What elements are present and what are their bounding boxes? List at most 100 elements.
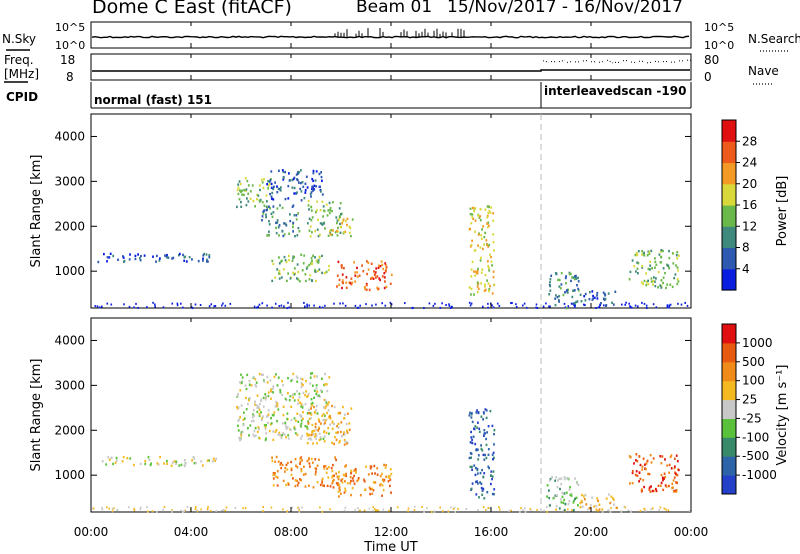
- range-cell: [243, 417, 246, 420]
- range-cell: [286, 412, 289, 415]
- range-cell: [640, 490, 643, 493]
- range-cell: [272, 391, 274, 394]
- range-cell: [139, 462, 142, 466]
- range-cell: [312, 179, 315, 183]
- range-cell: [299, 401, 301, 404]
- range-cell: [270, 186, 273, 189]
- range-cell: [470, 243, 473, 247]
- range-cell: [306, 412, 309, 415]
- range-cell: [237, 392, 240, 396]
- range-cell: [370, 277, 372, 280]
- range-cell: [644, 509, 647, 512]
- range-cell: [659, 284, 662, 287]
- range-cell: [334, 456, 336, 459]
- nave-trace: [542, 59, 694, 64]
- range-cell: [387, 480, 390, 483]
- range-cell: [310, 256, 313, 260]
- range-cell: [103, 252, 105, 256]
- range-cell: [334, 435, 336, 439]
- range-cell: [294, 432, 297, 435]
- colorbar-tick-label: 4: [742, 262, 750, 276]
- range-cell: [288, 172, 290, 175]
- range-cell: [599, 303, 601, 307]
- cpid-segment-normal: normal (fast) 151: [94, 93, 212, 107]
- range-cell: [328, 432, 330, 435]
- colorbar-segment: [722, 437, 736, 457]
- range-cell: [641, 253, 643, 256]
- range-cell: [375, 509, 377, 512]
- range-cell: [629, 456, 632, 459]
- range-cell: [338, 215, 341, 218]
- range-cell: [350, 493, 352, 497]
- range-cell: [297, 212, 300, 215]
- range-cell: [605, 304, 608, 307]
- range-cell: [332, 463, 334, 467]
- range-cell: [251, 184, 254, 187]
- range-cell: [583, 295, 586, 298]
- range-cell: [175, 462, 177, 465]
- range-cell: [129, 457, 132, 460]
- range-cell: [650, 249, 653, 253]
- range-cell: [484, 231, 487, 235]
- range-cell: [289, 213, 291, 216]
- range-cell: [476, 281, 479, 284]
- range-cell: [332, 486, 335, 489]
- range-cell: [282, 432, 284, 435]
- range-cell: [353, 482, 356, 485]
- range-cell: [316, 442, 318, 445]
- range-cell: [286, 426, 289, 429]
- range-cell: [346, 482, 349, 485]
- range-cell: [378, 264, 380, 267]
- range-cell: [674, 273, 677, 276]
- range-cell: [245, 203, 248, 207]
- range-cell: [568, 273, 571, 276]
- range-cell: [323, 440, 326, 443]
- range-cell: [139, 259, 142, 262]
- range-cell: [209, 509, 212, 512]
- range-cell: [241, 189, 243, 192]
- range-cell: [279, 204, 281, 207]
- range-cell: [567, 477, 569, 480]
- range-cell: [667, 509, 670, 512]
- range-cell: [275, 221, 277, 225]
- range-cell: [315, 470, 317, 473]
- range-cell: [343, 491, 346, 494]
- range-cell: [268, 223, 271, 226]
- range-cell: [604, 297, 607, 301]
- range-cell: [314, 270, 317, 273]
- range-cell: [597, 509, 599, 512]
- range-cell: [598, 508, 601, 511]
- range-cell: [545, 302, 547, 305]
- range-cell: [222, 302, 224, 305]
- range-cell: [265, 213, 267, 216]
- range-cell: [596, 291, 599, 295]
- range-cell: [390, 303, 393, 306]
- range-cell: [488, 224, 490, 227]
- range-cell: [492, 212, 495, 215]
- range-cell: [477, 411, 480, 415]
- range-cell: [677, 280, 680, 283]
- range-cell: [637, 272, 639, 275]
- range-cell: [321, 271, 324, 275]
- range-cell: [675, 454, 678, 457]
- range-cell: [261, 201, 264, 204]
- range-cell: [567, 508, 569, 511]
- range-cell: [567, 288, 569, 291]
- range-cell: [389, 468, 392, 471]
- range-cell: [569, 272, 572, 276]
- range-cell: [515, 305, 518, 308]
- range-cell: [123, 303, 125, 306]
- range-cell: [336, 219, 339, 222]
- range-cell: [323, 435, 326, 438]
- range-cell: [480, 447, 483, 451]
- range-cell: [475, 448, 478, 451]
- range-cell: [675, 264, 677, 267]
- range-cell: [222, 509, 225, 512]
- range-cell: [156, 462, 159, 465]
- range-cell: [567, 502, 570, 506]
- range-cell: [660, 261, 662, 264]
- range-cell: [321, 254, 323, 258]
- range-cell: [302, 473, 305, 476]
- range-cell: [490, 206, 492, 209]
